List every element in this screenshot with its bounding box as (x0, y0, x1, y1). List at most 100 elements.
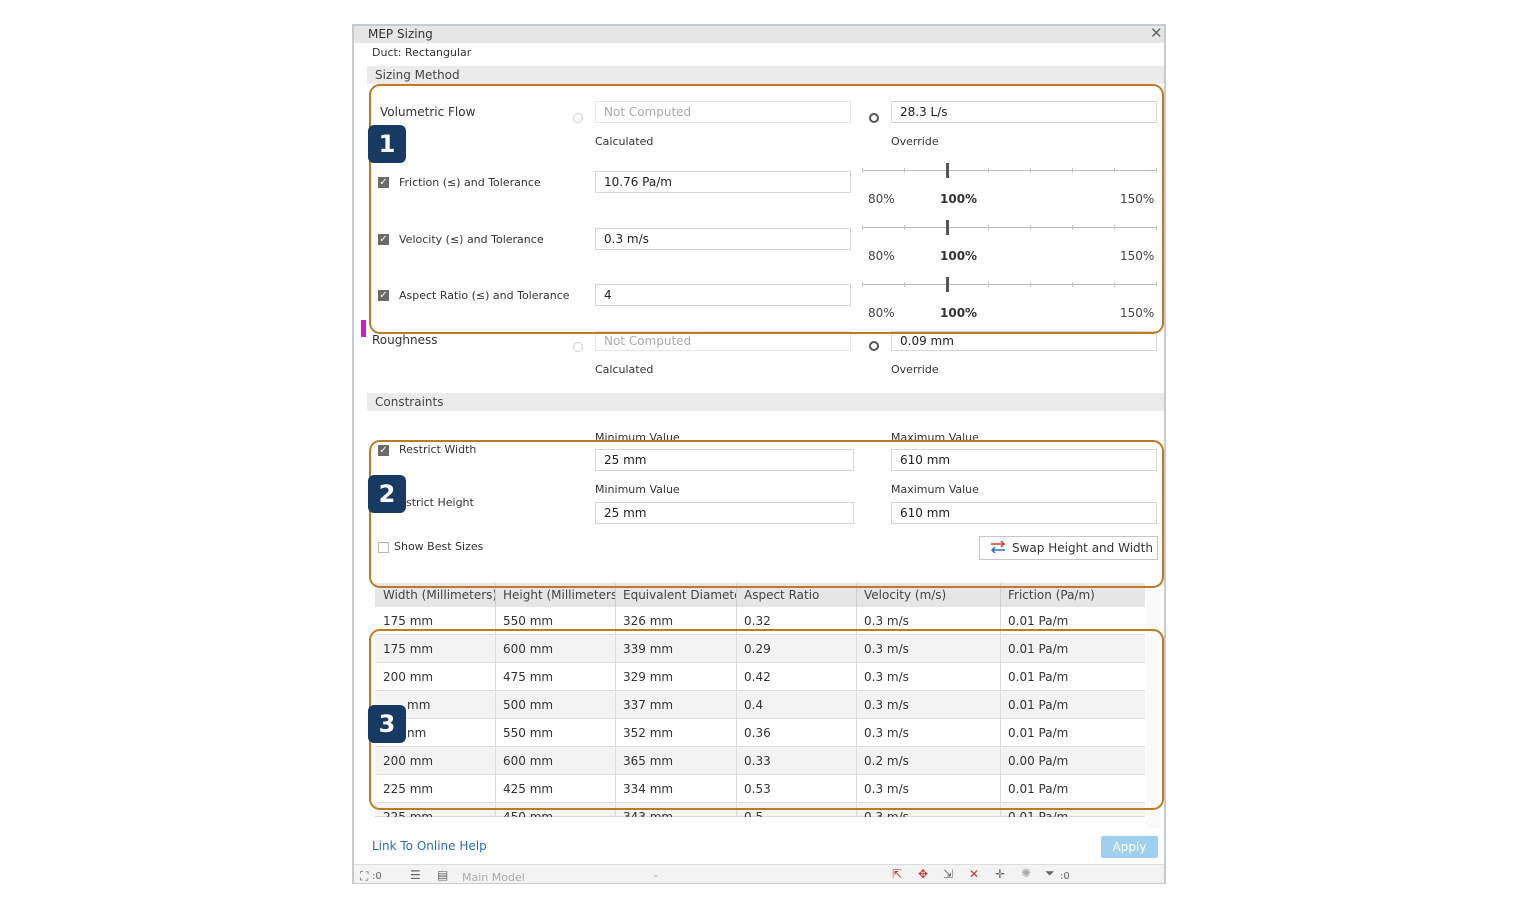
column-divider (856, 607, 857, 635)
table-row[interactable] (375, 747, 1145, 775)
apply-button[interactable]: Apply (1101, 836, 1158, 858)
table-cell: 0.33 (744, 754, 771, 768)
table-row[interactable] (375, 663, 1145, 691)
table-cell: 0.5 (744, 810, 764, 817)
select-pinned-icon[interactable]: ⇲ (943, 867, 954, 881)
criterion-value-field[interactable]: 10.76 Pa/m (595, 171, 851, 193)
table-column-header[interactable]: Width (Millimeters) (383, 588, 495, 602)
volumetric-flow-label: Volumetric Flow (380, 105, 476, 119)
select-underlay-icon[interactable]: ✥ (918, 867, 929, 881)
workset-icon[interactable]: ⛶ (360, 869, 369, 883)
callout-badge-3: 3 (368, 705, 406, 743)
tolerance-min-label: 80% (868, 192, 895, 206)
table-column-header[interactable]: Velocity (m/s) (864, 588, 947, 602)
swap-height-width-button[interactable]: Swap Height and Width (979, 536, 1158, 560)
tolerance-slider-track[interactable] (862, 170, 1156, 171)
width-min-field[interactable]: 25 mm (595, 449, 854, 471)
volumetric-flow-override-radio[interactable] (869, 113, 879, 123)
table-cell: 0.4 (744, 698, 764, 712)
dialog-title: MEP Sizing (368, 27, 433, 41)
height-max-field[interactable]: 610 mm (891, 502, 1157, 524)
column-divider (736, 747, 737, 775)
tolerance-slider-tick (904, 282, 905, 287)
tolerance-slider-tick (1072, 282, 1073, 287)
column-divider (495, 803, 496, 817)
width-min-label: Minimum Value (595, 431, 680, 440)
online-help-link[interactable]: Link To Online Help (372, 839, 487, 853)
background-process-icon[interactable]: ✺ (1021, 866, 1032, 880)
table-cell: 550 mm (503, 614, 554, 628)
table-cell: 326 mm (623, 614, 674, 628)
table-row[interactable] (375, 691, 1145, 719)
callout-badge-1: 1 (368, 125, 406, 163)
table-row[interactable] (375, 719, 1145, 747)
volumetric-flow-override-caption: Override (891, 135, 939, 148)
width-max-field[interactable]: 610 mm (891, 449, 1157, 471)
table-cell: 0.01 Pa/m (1008, 670, 1069, 684)
table-column-header[interactable]: Height (Millimeters) (503, 588, 615, 602)
table-cell: 0.3 m/s (864, 810, 909, 817)
filter-icon[interactable]: ⏷ (1045, 866, 1055, 880)
roughness-override-radio[interactable] (869, 341, 879, 351)
table-cell: 0.01 Pa/m (1008, 782, 1069, 796)
tolerance-slider-tick (904, 225, 905, 230)
tolerance-slider-thumb[interactable] (946, 163, 949, 178)
criterion-value-field[interactable]: 0.3 m/s (595, 228, 851, 250)
tolerance-slider-thumb[interactable] (946, 277, 949, 292)
height-min-field[interactable]: 25 mm (595, 502, 854, 524)
model-select[interactable]: Main Model (462, 871, 525, 884)
document-icon[interactable]: ▤ (437, 868, 449, 882)
column-divider (856, 663, 857, 691)
tolerance-current-label: 100% (940, 192, 978, 206)
table-cell: 0.3 m/s (864, 670, 909, 684)
show-best-sizes-checkbox[interactable] (378, 542, 389, 553)
tolerance-slider-tick (1072, 225, 1073, 230)
roughness-calculated-field[interactable]: Not Computed (595, 331, 851, 351)
volumetric-flow-calculated-field[interactable]: Not Computed (595, 101, 851, 123)
table-row[interactable] (375, 775, 1145, 803)
tolerance-min-label: 80% (868, 249, 895, 263)
table-column-header[interactable]: Friction (Pa/m) (1008, 588, 1095, 602)
criterion-checkbox[interactable]: ✓ (378, 290, 389, 301)
roughness-calculated-radio[interactable] (573, 342, 583, 352)
table-column-header[interactable]: Equivalent Diamete (623, 588, 736, 602)
column-divider (856, 803, 857, 817)
criterion-value-field[interactable]: 4 (595, 284, 851, 306)
column-divider (856, 635, 857, 663)
tolerance-slider-track[interactable] (862, 284, 1156, 285)
column-divider (615, 583, 616, 607)
volumetric-flow-calculated-radio[interactable] (573, 113, 583, 123)
tolerance-slider-tick (1114, 282, 1115, 287)
table-cell: 337 mm (623, 698, 674, 712)
tolerance-slider-track[interactable] (862, 227, 1156, 228)
select-by-face-icon[interactable]: ✕ (969, 867, 980, 881)
criterion-checkbox[interactable]: ✓ (378, 177, 389, 188)
close-icon[interactable]: ✕ (1150, 24, 1163, 42)
table-row[interactable] (375, 635, 1145, 663)
table-scrollbar[interactable] (1146, 583, 1160, 828)
table-cell: 0.42 (744, 670, 771, 684)
column-divider (495, 691, 496, 719)
section-constraints: Constraints (367, 393, 1164, 411)
tolerance-slider-thumb[interactable] (946, 220, 949, 235)
section-sizing-method: Sizing Method (367, 66, 1164, 84)
tolerance-slider-tick (862, 282, 863, 287)
workset-count: :0 (372, 871, 382, 882)
criterion-checkbox[interactable]: ✓ (378, 234, 389, 245)
table-cell: 550 mm (503, 726, 554, 740)
column-divider (856, 691, 857, 719)
status-bar (354, 864, 1164, 883)
tolerance-slider-tick (862, 168, 863, 173)
table-column-header[interactable]: Aspect Ratio (744, 588, 820, 602)
roughness-override-field[interactable]: 0.09 mm (891, 331, 1157, 351)
table-row[interactable] (375, 607, 1145, 635)
column-divider (1000, 607, 1001, 635)
table-row[interactable] (375, 803, 1145, 817)
volumetric-flow-override-field[interactable]: 28.3 L/s (891, 101, 1157, 123)
drag-elements-icon[interactable]: ✛ (995, 867, 1006, 881)
table-cell: 475 mm (503, 670, 554, 684)
list-icon[interactable]: ☰ (410, 868, 421, 882)
column-divider (856, 719, 857, 747)
select-links-icon[interactable]: ⇱ (892, 867, 903, 881)
chevron-down-icon[interactable]: ⌄ (652, 870, 660, 880)
